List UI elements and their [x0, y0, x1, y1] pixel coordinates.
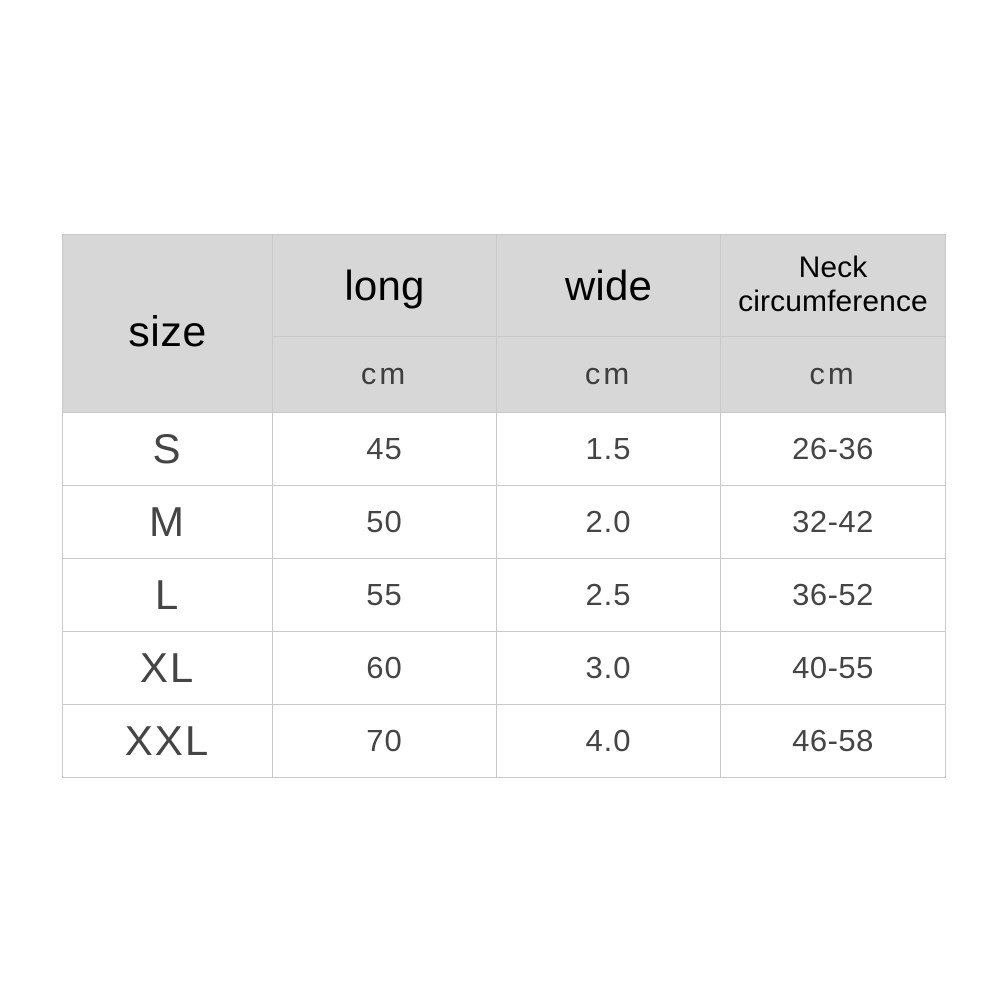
size-chart-table: size long wide Neck circumference cm cm c…: [62, 234, 946, 778]
cell-wide: 1.5: [496, 412, 721, 486]
cell-size: XXL: [62, 704, 273, 778]
header-neck-line1: Neck: [798, 250, 868, 284]
header-row-titles: size long wide Neck circumference: [62, 234, 946, 413]
cell-size: L: [62, 558, 273, 632]
cell-long: 70: [272, 704, 497, 778]
cell-neck: 32-42: [720, 485, 946, 559]
header-unit-wide: cm: [496, 335, 721, 414]
cell-long: 55: [272, 558, 497, 632]
table-row: S 45 1.5 26-36: [62, 412, 946, 486]
cell-size: S: [62, 412, 273, 486]
table-header: size long wide Neck circumference cm cm c…: [62, 234, 946, 414]
header-neck-line2: circumference: [738, 285, 928, 319]
table-row: XL 60 3.0 40-55: [62, 631, 946, 705]
header-unit-long: cm: [272, 335, 497, 414]
cell-neck: 36-52: [720, 558, 946, 632]
cell-size: XL: [62, 631, 273, 705]
cell-neck: 26-36: [720, 412, 946, 486]
cell-long: 60: [272, 631, 497, 705]
cell-long: 50: [272, 485, 497, 559]
header-row-units: cm cm cm: [63, 335, 946, 414]
table-row: XXL 70 4.0 46-58: [62, 704, 946, 778]
table-body: S 45 1.5 26-36 M 50 2.0 32-42 L 55 2.5 3…: [62, 412, 946, 778]
table-row: L 55 2.5 36-52: [62, 558, 946, 632]
cell-size: M: [62, 485, 273, 559]
table-row: M 50 2.0 32-42: [62, 485, 946, 559]
header-wide: wide: [496, 234, 721, 337]
cell-wide: 2.0: [496, 485, 721, 559]
cell-wide: 4.0: [496, 704, 721, 778]
header-unit-neck: cm: [720, 335, 946, 414]
header-size: size: [62, 234, 273, 413]
header-neck-circumference: Neck circumference: [720, 234, 946, 337]
cell-wide: 2.5: [496, 558, 721, 632]
header-long: long: [272, 234, 497, 337]
cell-neck: 40-55: [720, 631, 946, 705]
cell-neck: 46-58: [720, 704, 946, 778]
cell-wide: 3.0: [496, 631, 721, 705]
cell-long: 45: [272, 412, 497, 486]
